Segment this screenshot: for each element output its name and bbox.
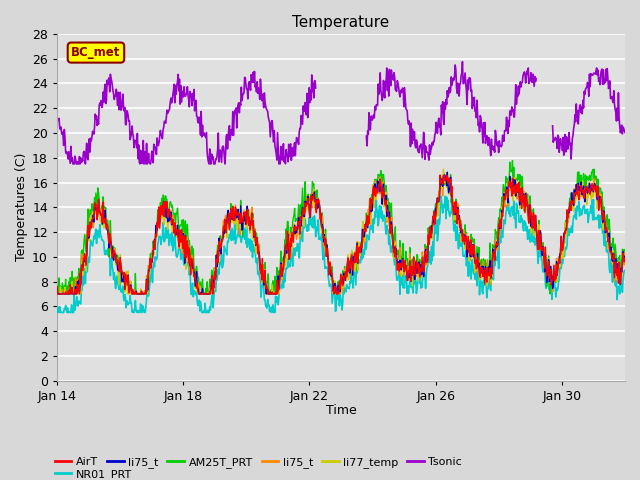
Legend: AirT, li75_t, AM25T_PRT, li75_t, li77_temp, Tsonic: AirT, li75_t, AM25T_PRT, li75_t, li77_te… [51,452,467,472]
X-axis label: Time: Time [326,404,356,417]
Title: Temperature: Temperature [292,15,390,30]
Y-axis label: Temperatures (C): Temperatures (C) [15,153,28,262]
Text: BC_met: BC_met [71,46,121,59]
Legend: NR01_PRT: NR01_PRT [51,464,136,480]
